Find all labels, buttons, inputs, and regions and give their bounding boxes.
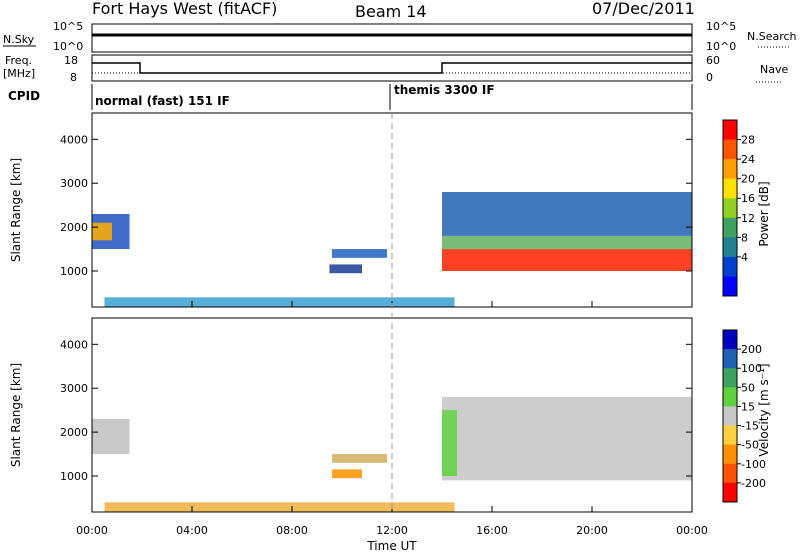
y-tick-label-2: 3000 xyxy=(60,382,88,395)
nave-label: Nave xyxy=(760,63,788,76)
beam-title: Beam 14 xyxy=(355,2,427,21)
velocity-colorbar-label: Velocity [m s⁻¹] xyxy=(757,363,771,456)
nsky-left-tick-top: 10^5 xyxy=(53,20,83,33)
scatter-region-6 xyxy=(442,235,692,250)
colorbar-swatch-8 xyxy=(723,276,737,297)
freq-left-tick-top: 18 xyxy=(64,54,78,67)
colorbar-tick-label-4: 12 xyxy=(741,212,755,225)
y-tick-label-1: 2000 xyxy=(60,426,88,439)
scatter-region-4 xyxy=(104,297,455,307)
colorbar-tick-label-0: 200 xyxy=(741,343,762,356)
colorbar-tick-label-5: 8 xyxy=(741,231,748,244)
nsky-left-tick-bottom: 10^0 xyxy=(53,40,83,53)
freq-right-tick-top: 60 xyxy=(706,54,720,67)
colorbar-tick-label-3: 16 xyxy=(741,192,755,205)
colorbar-swatch-3 xyxy=(723,178,737,199)
freq-trace xyxy=(92,62,692,74)
power-heatmap xyxy=(92,192,692,307)
velocity-ylabel: Slant Range [km] xyxy=(9,363,23,467)
colorbar-swatch-0 xyxy=(723,120,737,141)
date-title: 07/Dec/2011 xyxy=(592,0,695,18)
y-tick-label-2: 3000 xyxy=(60,177,88,190)
colorbar-swatch-6 xyxy=(723,237,737,258)
nsearch-label: N.Search xyxy=(747,30,797,43)
y-tick-label-0: 1000 xyxy=(60,265,88,278)
nsky-right-tick-bottom: 10^0 xyxy=(706,40,736,53)
scatter-region-2 xyxy=(329,264,362,274)
x-axis-label: Time UT xyxy=(366,539,417,553)
colorbar-swatch-5 xyxy=(723,217,737,238)
velocity-heatmap xyxy=(92,397,692,512)
scatter-region-1 xyxy=(92,222,112,241)
x-tick-label-3: 12:00 xyxy=(376,524,408,537)
colorbar-tick-label-5: -50 xyxy=(741,439,759,452)
y-tick-label-0: 1000 xyxy=(60,470,88,483)
colorbar-swatch-1 xyxy=(723,139,737,160)
scatter-region-7 xyxy=(442,192,692,236)
colorbar-tick-label-1: 100 xyxy=(741,362,762,375)
colorbar-swatch-5 xyxy=(723,425,737,446)
colorbar-swatch-2 xyxy=(723,368,737,388)
cpid-label: CPID xyxy=(8,89,40,103)
freq-label-bottom: [MHz] xyxy=(3,67,35,80)
cpid-mode-1: normal (fast) 151 IF xyxy=(95,94,230,108)
y-tick-label-1: 2000 xyxy=(60,221,88,234)
scatter-region-1 xyxy=(332,454,387,463)
scatter-region-0 xyxy=(92,418,130,455)
scatter-region-3 xyxy=(332,249,387,258)
x-tick-label-2: 08:00 xyxy=(276,524,308,537)
x-tick-label-6: 00:00 xyxy=(676,524,708,537)
cpid-mode-2: themis 3300 IF xyxy=(394,83,495,97)
scatter-region-5 xyxy=(442,410,457,477)
colorbar-tick-label-6: -100 xyxy=(741,458,766,471)
colorbar-tick-label-6: 4 xyxy=(741,251,748,264)
power-ylabel: Slant Range [km] xyxy=(9,158,23,262)
time-x-axis: 00:00 04:00 08:00 12:00 16:00 20:00 00:00 xyxy=(76,301,708,537)
velocity-colorbar: 200 100 50 15 -15 -50 -100 -200 xyxy=(722,329,766,503)
colorbar-swatch-6 xyxy=(723,444,737,465)
y-tick-label-3: 4000 xyxy=(60,338,88,351)
freq-left-tick-bottom: 8 xyxy=(70,71,77,84)
colorbar-swatch-0 xyxy=(723,330,737,350)
colorbar-swatch-2 xyxy=(723,159,737,180)
power-y-axis: 1000 2000 3000 4000 xyxy=(60,133,692,278)
colorbar-tick-label-2: 20 xyxy=(741,173,755,186)
freq-label-top: Freq. xyxy=(5,54,32,67)
freq-panel-frame xyxy=(91,54,693,82)
colorbar-swatch-7 xyxy=(723,463,737,484)
x-tick-label-5: 20:00 xyxy=(576,524,608,537)
colorbar-frame xyxy=(722,329,738,503)
colorbar-swatch-4 xyxy=(723,198,737,219)
nsky-right-tick-top: 10^5 xyxy=(706,20,736,33)
colorbar-tick-label-0: 28 xyxy=(741,134,755,147)
scatter-region-4 xyxy=(442,397,692,481)
y-tick-label-3: 4000 xyxy=(60,133,88,146)
scatter-region-5 xyxy=(442,249,692,272)
freq-right-tick-bottom: 0 xyxy=(706,71,713,84)
colorbar-tick-label-2: 50 xyxy=(741,381,755,394)
colorbar-swatch-3 xyxy=(723,387,737,407)
power-colorbar-label: Power [dB] xyxy=(757,181,771,246)
colorbar-swatch-8 xyxy=(723,482,737,503)
nsky-label: N.Sky xyxy=(3,33,35,46)
power-colorbar: 28 24 20 16 12 8 4 xyxy=(722,119,755,297)
colorbar-swatch-7 xyxy=(723,256,737,277)
colorbar-swatch-4 xyxy=(723,406,737,427)
x-tick-label-4: 16:00 xyxy=(476,524,508,537)
colorbar-tick-label-4: -15 xyxy=(741,420,759,433)
colorbar-tick-label-3: 15 xyxy=(741,400,755,413)
colorbar-tick-label-7: -200 xyxy=(741,477,766,490)
station-title: Fort Hays West (fitACF) xyxy=(92,0,277,18)
colorbar-tick-label-1: 24 xyxy=(741,153,755,166)
nsky-panel-frame xyxy=(91,23,693,53)
scatter-region-2 xyxy=(332,469,362,479)
colorbar-swatch-1 xyxy=(723,349,737,369)
x-tick-label-0: 00:00 xyxy=(76,524,108,537)
colorbar-frame xyxy=(722,119,738,297)
scatter-region-3 xyxy=(104,502,455,512)
x-tick-label-1: 04:00 xyxy=(176,524,208,537)
velocity-y-axis: 1000 2000 3000 4000 xyxy=(60,338,692,483)
